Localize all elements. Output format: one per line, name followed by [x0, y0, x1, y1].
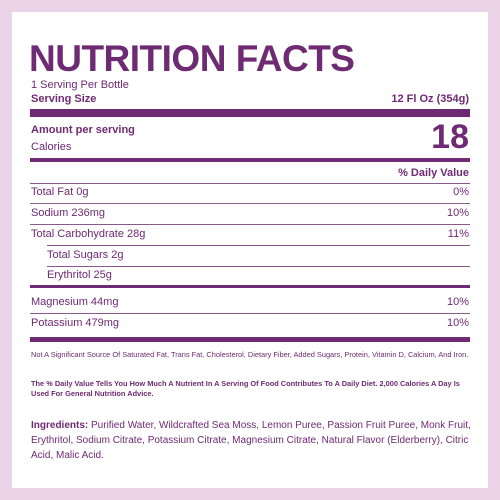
serving-size-value: 12 Fl Oz (354g)	[391, 93, 469, 105]
thick-rule	[30, 337, 470, 342]
daily-value: 10%	[446, 296, 469, 308]
ingredients-label: Ingredients:	[31, 420, 89, 431]
rule	[30, 183, 470, 184]
ingredients: Ingredients: Purified Water, Wildcrafted…	[31, 418, 471, 463]
nutrient-name: Sodium 236mg	[31, 207, 105, 219]
calories-value: 18	[431, 118, 469, 156]
nutrient-name: Potassium 479mg	[31, 317, 120, 329]
ingredients-text: Purified Water, Wildcrafted Sea Moss, Le…	[31, 420, 471, 461]
medium-rule	[30, 158, 470, 162]
footnote: The % Daily Value Tells You How Much A N…	[31, 379, 460, 398]
amount-label: Amount per serving	[31, 124, 135, 136]
daily-value: 0%	[453, 186, 469, 198]
rule	[30, 203, 470, 204]
medium-rule	[30, 285, 470, 288]
nutrient-name: Magnesium 44mg	[31, 296, 119, 308]
servings: 1 Serving Per Bottle	[31, 79, 129, 91]
rule	[30, 224, 470, 225]
daily-value: 11%	[447, 228, 469, 240]
footnote: Not A Significant Source Of Saturated Fa…	[31, 350, 469, 359]
label-panel: NUTRITION FACTS 1 Serving Per Bottle Ser…	[12, 12, 488, 488]
rule	[30, 313, 470, 314]
nutrient-name: Total Sugars 2g	[47, 249, 124, 261]
nutrient-name: Total Fat 0g	[31, 186, 89, 198]
daily-value-header: % Daily Value	[398, 167, 469, 179]
calories-label: Calories	[31, 141, 72, 153]
rule	[47, 245, 470, 246]
thick-rule	[30, 109, 470, 117]
title: NUTRITION FACTS	[29, 38, 355, 79]
nutrient-name: Erythritol 25g	[47, 269, 112, 281]
daily-value: 10%	[446, 207, 469, 219]
serving-size-label: Serving Size	[31, 93, 97, 105]
nutrient-name: Total Carbohydrate 28g	[31, 228, 146, 240]
daily-value: 10%	[446, 317, 469, 329]
rule	[47, 266, 470, 267]
